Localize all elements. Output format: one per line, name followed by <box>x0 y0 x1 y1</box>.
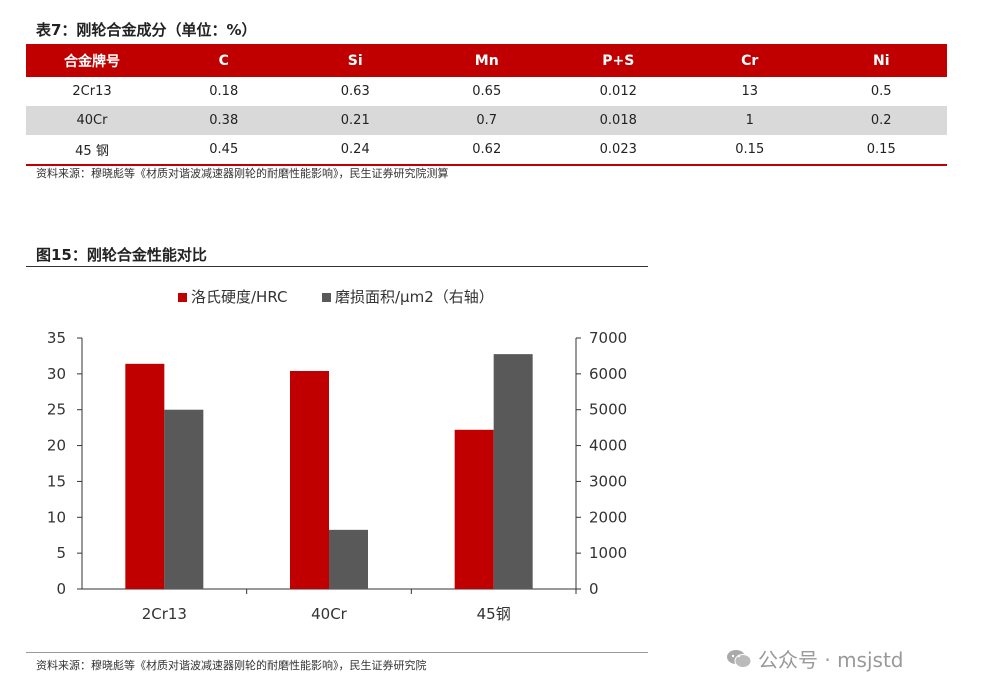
table-cell: 1 <box>684 106 816 135</box>
table-cell: 0.45 <box>158 135 290 166</box>
left-tick-label: 5 <box>56 544 66 562</box>
right-tick-label: 5000 <box>589 401 627 419</box>
figure-title-divider <box>26 266 648 267</box>
table-cell: 0.62 <box>421 135 553 166</box>
table-cell: 0.5 <box>870 84 892 99</box>
figure-title: 图15：刚轮合金性能对比 <box>36 246 207 264</box>
right-tick-label: 2000 <box>589 508 627 526</box>
bar-hardness <box>454 429 494 589</box>
table-row: 40Cr 0.38 0.21 0.7 0.018 1 0.2 <box>26 106 947 135</box>
legend-label-wear-area: 磨损面积/μm2（右轴） <box>335 288 494 306</box>
bar-wear-area <box>164 409 204 589</box>
table-source-note: 资料来源：穆晓彪等《材质对谐波减速器刚轮的耐磨性能影响》，民生证券研究院测算 <box>36 167 449 180</box>
left-tick-label: 25 <box>47 401 66 419</box>
table-cell: 0.7 <box>421 106 553 135</box>
table-cell: 0.38 <box>158 106 290 135</box>
legend-swatch-hardness <box>178 293 187 302</box>
table-cell: 0.15 <box>684 135 816 166</box>
table-cell: 0.63 <box>340 84 370 99</box>
right-tick-label: 4000 <box>589 437 627 455</box>
table-cell: 0.65 <box>472 84 502 99</box>
left-tick-label: 15 <box>47 472 66 490</box>
legend-label-hardness: 洛氏硬度/HRC <box>191 288 287 306</box>
composition-table-wrapper: 合金牌号 C Si Mn P+S Cr Ni 2Cr13 0.18 0.63 0… <box>26 44 947 166</box>
left-tick-label: 30 <box>47 365 66 383</box>
bar-wear-area <box>329 529 368 589</box>
table-cell: 0.018 <box>552 106 684 135</box>
wechat-icon <box>727 649 752 668</box>
right-tick-label: 0 <box>589 580 599 598</box>
table-cell: 40Cr <box>26 106 158 135</box>
composition-table: 合金牌号 C Si Mn P+S Cr Ni 2Cr13 0.18 0.63 0… <box>26 44 947 166</box>
legend-swatch-wear-area <box>322 293 331 302</box>
figure-bottom-divider <box>26 652 648 653</box>
table-header-row: 合金牌号 C Si Mn P+S Cr Ni <box>26 44 947 77</box>
x-category-label: 2Cr13 <box>142 605 187 623</box>
header-cell: P+S <box>602 52 635 69</box>
left-tick-label: 10 <box>47 508 66 526</box>
watermark: 公众号 · msjstd <box>726 644 904 673</box>
watermark-text: 公众号 · msjstd <box>758 648 904 672</box>
left-tick-label: 20 <box>47 437 66 455</box>
header-cell: Ni <box>872 52 890 69</box>
header-cell: C <box>218 52 229 69</box>
table-cell: 0.24 <box>289 135 421 166</box>
figure-source-note: 资料来源：穆晓彪等《材质对谐波减速器刚轮的耐磨性能影响》，民生证券研究院 <box>36 659 427 672</box>
table-cell: 0.15 <box>815 135 947 166</box>
header-cell: 合金牌号 <box>64 53 120 70</box>
table-cell: 0.012 <box>599 84 637 99</box>
table-cell: 2Cr13 <box>72 84 112 99</box>
table-row: 45 钢 0.45 0.24 0.62 0.023 0.15 0.15 <box>26 135 947 166</box>
bar-chart: 0 5 10 15 20 25 30 35 0 1000 2000 3000 4000 5000 6000 7… <box>47 288 627 623</box>
bar-hardness <box>290 370 329 589</box>
table-cell: 45 钢 <box>26 135 158 166</box>
left-tick-label: 0 <box>56 580 66 598</box>
table-cell: 0.023 <box>552 135 684 166</box>
left-tick-label: 35 <box>47 329 66 347</box>
table-cell: 13 <box>741 84 759 99</box>
right-tick-label: 3000 <box>589 472 627 490</box>
x-category-label: 45钢 <box>477 605 511 623</box>
header-cell: Cr <box>741 52 759 69</box>
table-title: 表7：刚轮合金成分（单位：%） <box>36 21 257 39</box>
right-tick-label: 1000 <box>589 544 627 562</box>
header-cell: Mn <box>474 52 499 69</box>
right-tick-label: 6000 <box>589 365 627 383</box>
bar-wear-area <box>493 354 533 589</box>
table-cell: 0.18 <box>209 84 239 99</box>
table-cell: 0.2 <box>815 106 947 135</box>
x-category-label: 40Cr <box>311 605 348 623</box>
right-tick-label: 7000 <box>589 329 627 347</box>
table-row: 2Cr13 0.18 0.63 0.65 0.012 13 0.5 <box>26 77 947 106</box>
bar-hardness <box>125 363 165 589</box>
table-cell: 0.21 <box>289 106 421 135</box>
header-cell: Si <box>347 52 363 69</box>
